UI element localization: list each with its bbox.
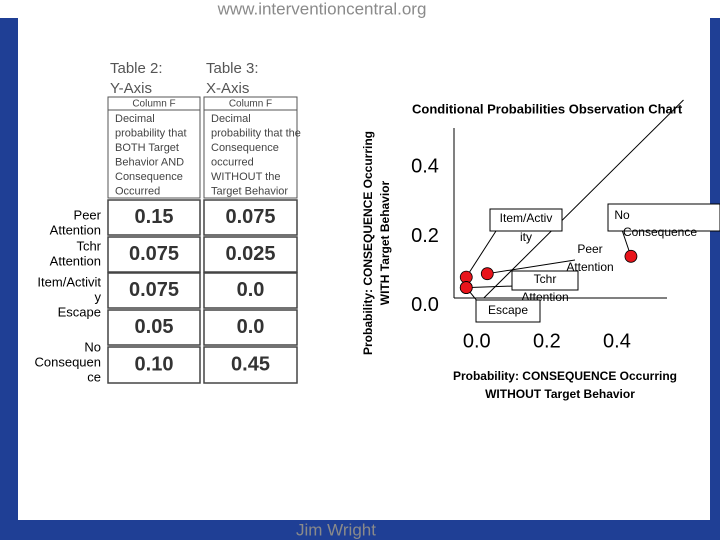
value-cell xyxy=(203,199,298,236)
value-text: 0.15 xyxy=(135,206,174,228)
row-label: y xyxy=(95,289,102,304)
value-cell xyxy=(107,199,201,236)
value-cell xyxy=(203,272,298,309)
y-tick-label: 0.2 xyxy=(411,225,439,247)
chart-title: Conditional Probabilities Observation Ch… xyxy=(412,101,683,116)
x-tick-label: 0.0 xyxy=(463,330,491,352)
row-label: Peer xyxy=(74,207,102,222)
row-label: Tchr xyxy=(76,238,101,253)
value-text: 0.05 xyxy=(135,316,174,338)
label-box xyxy=(607,203,720,232)
description-line: Occurred xyxy=(115,185,160,197)
value-cell xyxy=(107,236,201,273)
value-cell xyxy=(203,346,298,384)
value-cell xyxy=(107,272,201,309)
point-label: Escape xyxy=(488,303,528,317)
description-line: Behavior AND xyxy=(115,156,184,168)
description-line: occurred xyxy=(211,156,254,168)
data-point xyxy=(480,267,494,281)
y-tick-label: 0.0 xyxy=(411,294,439,316)
point-label: Item/Activ xyxy=(500,211,553,225)
table-title: Table 3: xyxy=(206,60,259,77)
leader-line xyxy=(465,230,497,278)
data-point xyxy=(624,249,638,263)
data-point xyxy=(459,281,473,294)
row-label: ce xyxy=(87,369,101,384)
column-label: Column F xyxy=(132,99,175,110)
y-axis-label: WITH Target Behavior xyxy=(378,180,392,305)
value-cell xyxy=(107,346,201,384)
x-axis-label: Probability: CONSEQUENCE Occurring xyxy=(453,369,677,383)
x-tick-label: 0.2 xyxy=(533,330,561,352)
description-cell xyxy=(203,109,298,199)
description-line: Consequence xyxy=(115,171,183,183)
value-text: 0.075 xyxy=(129,279,179,301)
description-line: probability that xyxy=(115,127,187,139)
value-text: 0.0 xyxy=(237,279,265,301)
description-cell xyxy=(107,109,201,199)
tables: Table 2: Y-Axis Column F Decimal probability… xyxy=(35,60,301,384)
table-title: Table 2: xyxy=(110,60,163,77)
value-text: 0.10 xyxy=(135,353,174,375)
leader-line xyxy=(466,285,515,289)
row-label: Attention xyxy=(50,222,101,237)
description-line: probability that the xyxy=(211,127,301,139)
value-text: 0.075 xyxy=(129,243,179,265)
row-label: Escape xyxy=(58,304,101,319)
x-axis-label: WITHOUT Target Behavior xyxy=(485,387,635,401)
y-axis-label: Probability: CONSEQUENCE Occurring xyxy=(361,131,375,355)
row-label: Consequen xyxy=(35,354,102,369)
description-line: Consequence xyxy=(211,142,279,154)
value-cell xyxy=(203,309,298,346)
label-box xyxy=(475,299,541,323)
value-cell xyxy=(203,236,298,273)
frame-right xyxy=(710,18,720,540)
value-text: 0.45 xyxy=(231,353,270,375)
column-label: Column F xyxy=(229,99,272,110)
point-label: Consequence xyxy=(623,225,697,239)
point-label: Tchr xyxy=(534,272,557,286)
value-text: 0.025 xyxy=(225,243,275,265)
row-label: No xyxy=(84,339,101,354)
y-tick-label: 0.4 xyxy=(411,155,439,177)
table-axis: X-Axis xyxy=(206,80,249,97)
value-text: 0.0 xyxy=(237,316,265,338)
frame-bottom xyxy=(0,520,720,540)
label-box xyxy=(511,270,579,291)
description-line: Decimal xyxy=(211,113,251,125)
point-label: Peer xyxy=(577,242,602,256)
reference-line xyxy=(483,99,684,299)
description-line: WITHOUT the xyxy=(211,171,280,183)
table-axis: Y-Axis xyxy=(110,80,152,97)
value-text: 0.075 xyxy=(225,206,275,228)
row-label: Attention xyxy=(50,253,101,268)
leader-line xyxy=(487,259,576,275)
url: www.interventioncentral.org xyxy=(217,0,427,18)
description-line: Target Behavior xyxy=(211,185,288,197)
author: Jim Wright xyxy=(296,520,376,539)
description-line: Decimal xyxy=(115,113,155,125)
row-label: Item/Activit xyxy=(37,274,101,289)
frame-left xyxy=(0,18,18,540)
value-cell xyxy=(107,309,201,346)
description-line: BOTH Target xyxy=(115,142,179,154)
point-label: ity xyxy=(520,230,532,244)
x-tick-label: 0.4 xyxy=(603,330,631,352)
point-label: No xyxy=(614,208,630,222)
chart: Conditional Probabilities Observation Ch… xyxy=(361,99,720,401)
label-box xyxy=(489,208,563,232)
